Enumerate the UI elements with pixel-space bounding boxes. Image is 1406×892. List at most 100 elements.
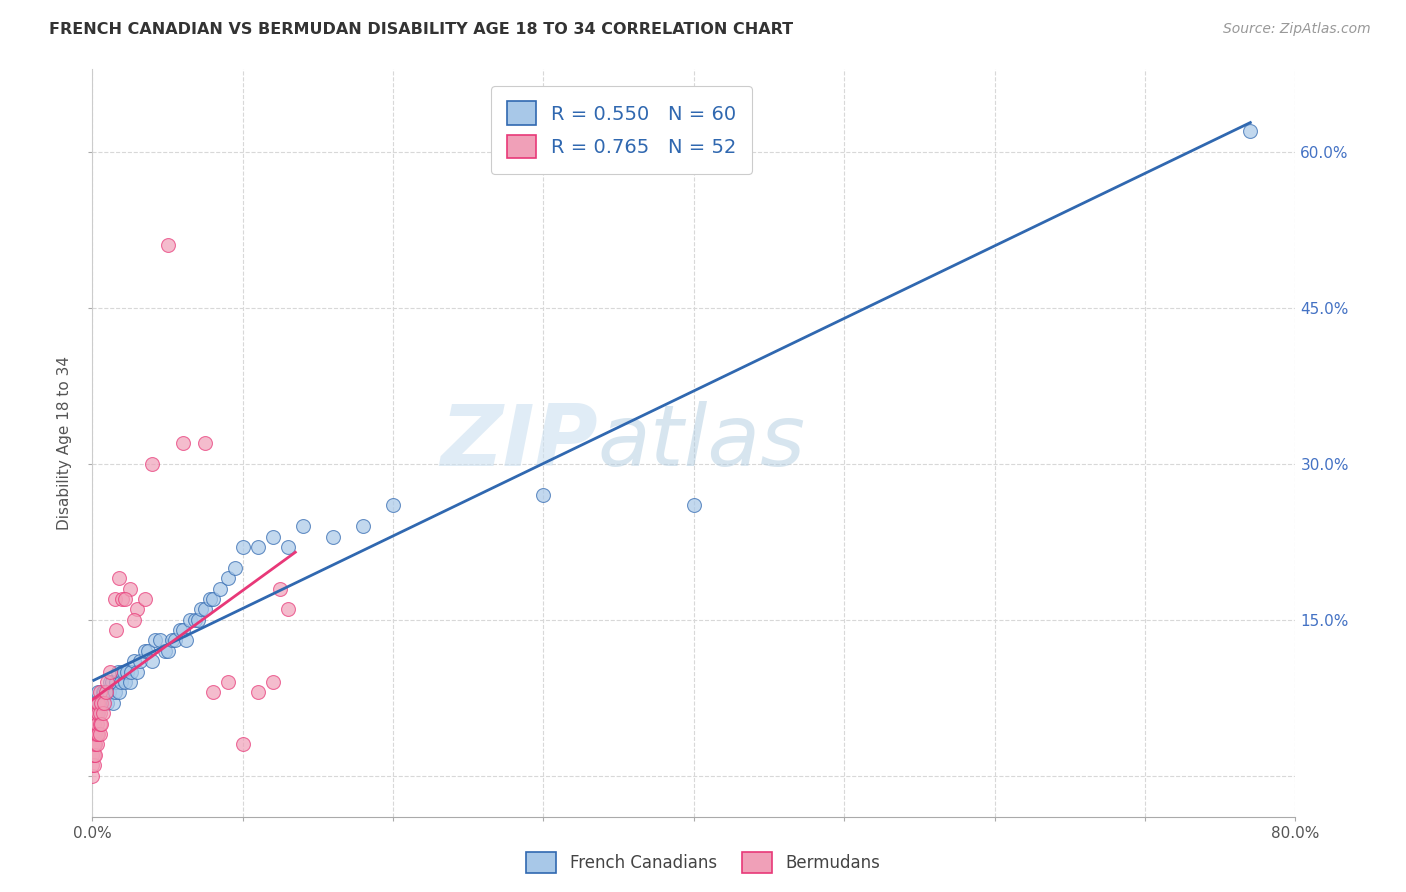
Point [96,696,118,710]
Point [108,571,131,585]
Point [104,591,127,606]
Point [83,738,105,752]
Text: FRENCH CANADIAN VS BERMUDAN DISABILITY AGE 18 TO 34 CORRELATION CHART: FRENCH CANADIAN VS BERMUDAN DISABILITY A… [49,22,793,37]
Point [96,675,118,690]
Point [246,685,269,699]
Point [277,602,299,616]
Point [163,633,186,648]
Point [194,602,217,616]
Point [90,696,112,710]
Point [110,675,132,690]
Point [1239,124,1261,138]
Point [153,644,176,658]
Point [83,727,105,741]
Point [198,591,221,606]
Point [90,716,112,731]
Point [382,498,405,512]
Point [118,582,141,596]
Point [322,529,344,543]
Point [129,654,152,668]
Point [87,706,110,721]
Point [83,758,105,772]
Point [232,738,254,752]
Point [174,633,197,648]
Point [169,623,191,637]
Point [105,675,128,690]
Point [103,696,125,710]
Point [187,613,209,627]
Legend: French Canadians, Bermudans: French Canadians, Bermudans [519,846,887,880]
Point [90,696,112,710]
Point [84,727,107,741]
Point [277,540,299,554]
Point [89,696,111,710]
Point [82,747,104,762]
Point [262,675,284,690]
Point [84,706,107,721]
Point [291,519,314,533]
Point [111,591,134,606]
Point [89,716,111,731]
Point [91,706,114,721]
Point [83,706,105,721]
Point [84,747,107,762]
Point [134,644,156,658]
Point [683,498,706,512]
Point [82,769,104,783]
Point [124,654,146,668]
Point [352,519,374,533]
Point [124,613,146,627]
Point [160,633,183,648]
Point [156,644,179,658]
Point [82,758,104,772]
Point [94,685,117,699]
Point [112,665,135,679]
Point [83,747,105,762]
Point [89,685,111,699]
Point [101,675,124,690]
Text: Source: ZipAtlas.com: Source: ZipAtlas.com [1223,22,1371,37]
Point [201,591,224,606]
Point [114,675,136,690]
Point [91,685,114,699]
Y-axis label: Disability Age 18 to 34: Disability Age 18 to 34 [58,356,72,530]
Point [104,685,127,699]
Legend: R = 0.550   N = 60, R = 0.765   N = 52: R = 0.550 N = 60, R = 0.765 N = 52 [491,86,752,174]
Point [86,706,108,721]
Point [149,633,172,648]
Point [87,727,110,741]
Point [108,685,131,699]
Point [172,623,194,637]
Point [89,706,111,721]
Point [87,685,110,699]
Point [105,623,128,637]
Point [217,571,239,585]
Point [145,633,167,648]
Point [111,665,134,679]
Point [86,738,108,752]
Point [179,613,201,627]
Point [120,665,142,679]
Point [141,654,163,668]
Point [82,727,104,741]
Point [98,675,121,690]
Point [97,685,120,699]
Point [127,665,149,679]
Text: atlas: atlas [598,401,806,484]
Point [269,582,291,596]
Point [84,738,107,752]
Point [98,665,121,679]
Point [224,560,246,574]
Point [93,685,115,699]
Point [87,696,110,710]
Point [533,488,555,502]
Point [156,238,179,252]
Point [107,665,129,679]
Point [209,582,232,596]
Point [217,675,239,690]
Point [246,540,269,554]
Point [93,696,115,710]
Point [118,675,141,690]
Point [83,716,105,731]
Point [134,591,156,606]
